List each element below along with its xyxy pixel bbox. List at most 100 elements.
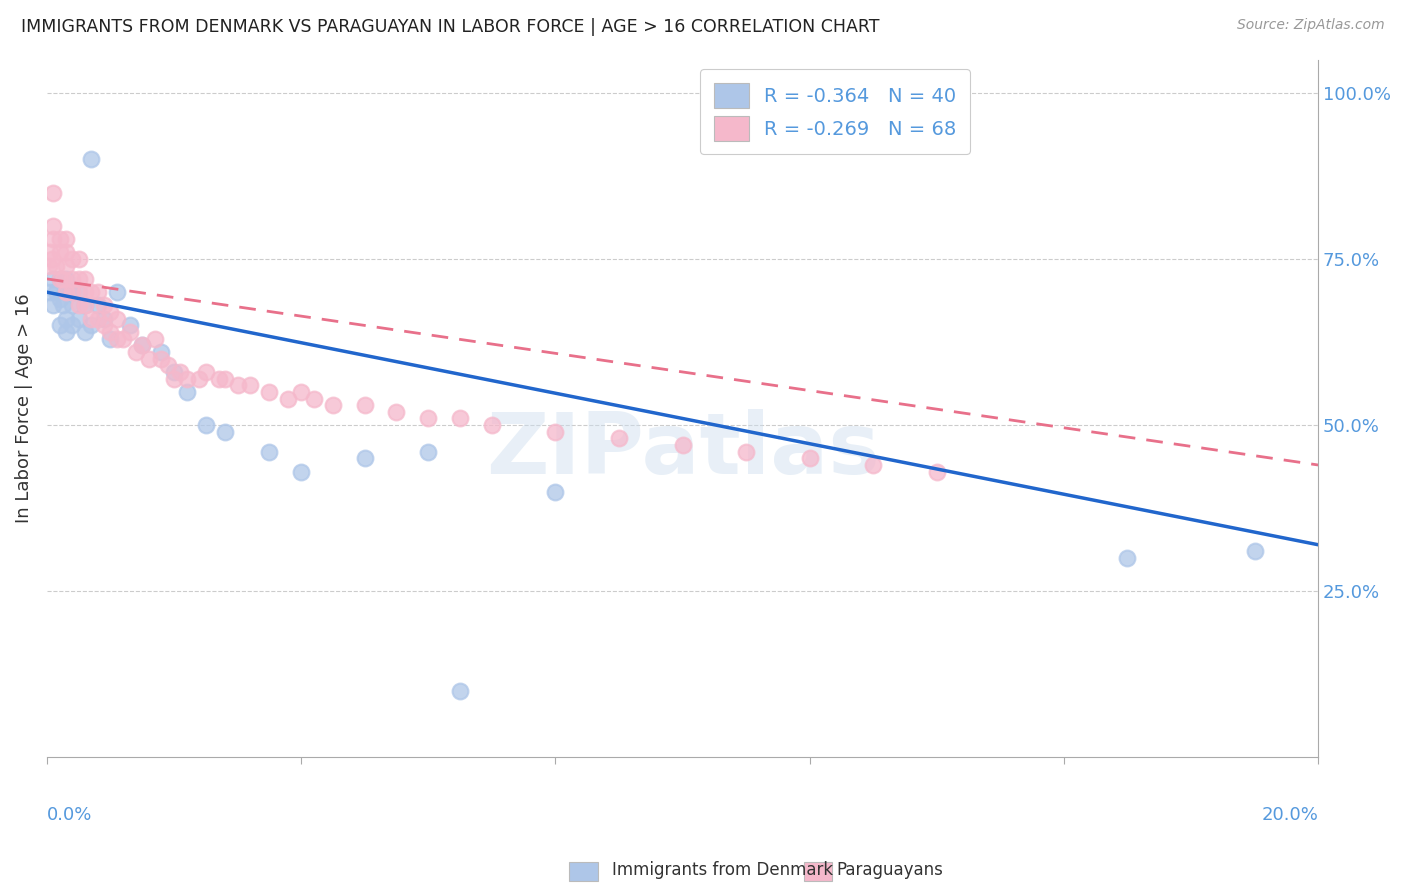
Point <box>39 285 62 300</box>
Point <box>131 338 153 352</box>
Point <box>55 285 77 300</box>
Point <box>353 398 375 412</box>
Point <box>735 444 758 458</box>
Point <box>449 684 471 698</box>
Point <box>80 311 103 326</box>
Point <box>60 298 83 312</box>
Point <box>214 425 236 439</box>
Point <box>48 318 70 333</box>
Point <box>131 338 153 352</box>
Point <box>150 345 173 359</box>
Point <box>418 444 440 458</box>
Point <box>290 465 312 479</box>
Text: IMMIGRANTS FROM DENMARK VS PARAGUAYAN IN LABOR FORCE | AGE > 16 CORRELATION CHAR: IMMIGRANTS FROM DENMARK VS PARAGUAYAN IN… <box>21 18 880 36</box>
Point <box>39 245 62 260</box>
Text: Immigrants from Denmark: Immigrants from Denmark <box>612 861 832 879</box>
Point <box>100 305 122 319</box>
Point <box>176 384 198 399</box>
Point <box>100 325 122 339</box>
Point <box>226 378 249 392</box>
Point <box>156 359 179 373</box>
Point <box>169 365 191 379</box>
Text: Paraguayans: Paraguayans <box>837 861 943 879</box>
Point <box>48 272 70 286</box>
Text: 20.0%: 20.0% <box>1261 806 1319 824</box>
Point <box>67 311 90 326</box>
Point <box>118 325 141 339</box>
Point <box>55 259 77 273</box>
Point <box>87 311 110 326</box>
Point <box>163 371 186 385</box>
Point <box>671 438 693 452</box>
Point <box>544 425 567 439</box>
Point <box>73 272 96 286</box>
Point <box>176 371 198 385</box>
Point <box>194 418 217 433</box>
Point <box>42 298 65 312</box>
Point <box>194 365 217 379</box>
Point <box>55 272 77 286</box>
Point <box>80 285 103 300</box>
Point <box>73 298 96 312</box>
Point <box>125 345 148 359</box>
Point <box>55 245 77 260</box>
Point <box>607 431 630 445</box>
Point <box>52 298 75 312</box>
Point <box>163 365 186 379</box>
Point <box>259 384 281 399</box>
Point <box>214 371 236 385</box>
Point <box>353 451 375 466</box>
Point <box>80 153 103 167</box>
Point <box>42 232 65 246</box>
Point <box>322 398 344 412</box>
Point <box>862 458 884 472</box>
Point <box>55 325 77 339</box>
Point <box>93 318 115 333</box>
Point <box>45 285 67 300</box>
Point <box>48 272 70 286</box>
Point <box>67 285 90 300</box>
Point <box>55 285 77 300</box>
Point <box>105 285 128 300</box>
Point <box>67 298 90 312</box>
Point <box>42 219 65 233</box>
Point <box>1116 551 1139 566</box>
Point <box>60 272 83 286</box>
Point <box>52 272 75 286</box>
Point <box>87 285 110 300</box>
Point <box>188 371 211 385</box>
Point <box>55 311 77 326</box>
Point <box>93 311 115 326</box>
Point <box>143 332 166 346</box>
Point <box>60 285 83 300</box>
Point <box>100 332 122 346</box>
Point <box>48 245 70 260</box>
Point <box>42 186 65 200</box>
Point <box>41 252 63 266</box>
Point <box>38 259 60 273</box>
Point <box>1243 544 1265 558</box>
Point <box>925 465 948 479</box>
Point <box>48 232 70 246</box>
Point <box>105 311 128 326</box>
Point <box>60 285 83 300</box>
Point <box>87 298 110 312</box>
Point <box>290 384 312 399</box>
Text: Source: ZipAtlas.com: Source: ZipAtlas.com <box>1237 18 1385 32</box>
Point <box>60 318 83 333</box>
Point <box>73 298 96 312</box>
Point <box>93 298 115 312</box>
Legend: R = -0.364   N = 40, R = -0.269   N = 68: R = -0.364 N = 40, R = -0.269 N = 68 <box>700 70 970 154</box>
Point <box>385 405 408 419</box>
Point <box>150 351 173 366</box>
Point <box>55 232 77 246</box>
Point <box>207 371 229 385</box>
Point <box>544 484 567 499</box>
Point <box>481 418 503 433</box>
Point <box>259 444 281 458</box>
Point <box>112 332 135 346</box>
Point <box>73 325 96 339</box>
Text: 0.0%: 0.0% <box>46 806 93 824</box>
Text: ZIPatlas: ZIPatlas <box>485 409 879 491</box>
Point <box>45 259 67 273</box>
